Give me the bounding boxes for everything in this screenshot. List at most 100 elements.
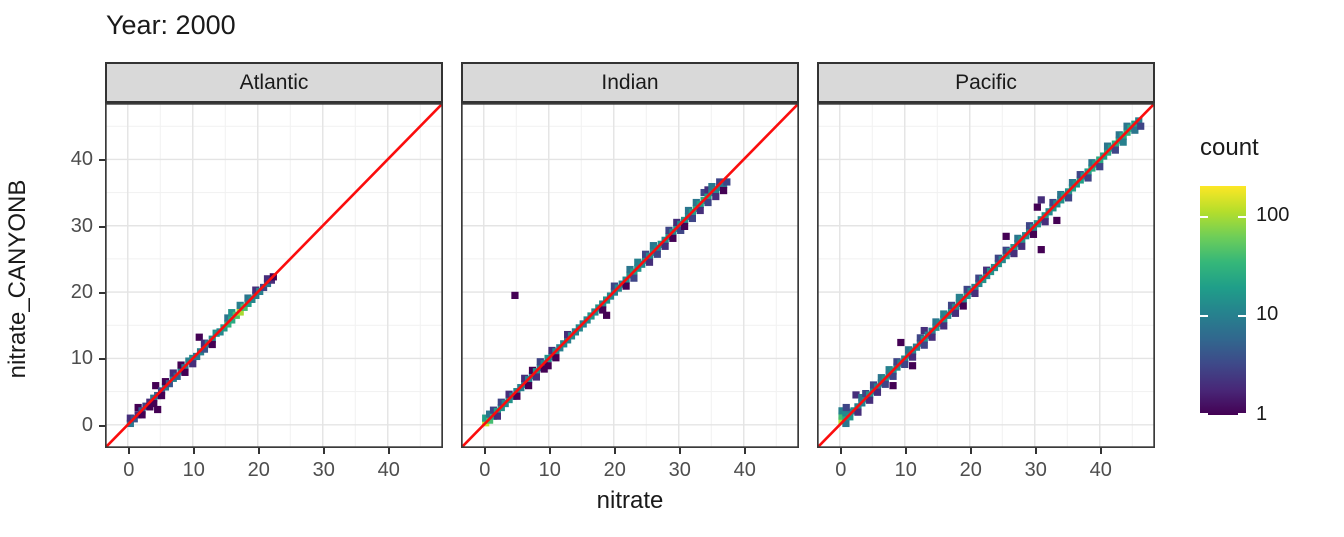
- bin: [708, 182, 716, 191]
- bin: [146, 403, 154, 411]
- x-tick-mark: [839, 448, 842, 454]
- bin: [236, 308, 244, 316]
- legend-tick-mark: [1238, 315, 1246, 318]
- bin: [846, 408, 854, 416]
- bin: [932, 318, 940, 326]
- x-tick-label: 30: [312, 459, 335, 481]
- bin: [1033, 203, 1041, 211]
- bin: [599, 306, 607, 314]
- legend-tick-label: 1: [1256, 403, 1268, 425]
- bin: [1025, 222, 1034, 230]
- bin: [486, 410, 494, 418]
- bin: [645, 258, 654, 266]
- bin: [177, 361, 185, 369]
- bin: [1137, 122, 1145, 130]
- bin: [1064, 194, 1073, 202]
- bin: [897, 338, 905, 347]
- bin: [489, 406, 498, 414]
- bin: [893, 358, 901, 366]
- bin: [684, 206, 693, 215]
- bin: [138, 411, 146, 419]
- bin: [712, 192, 720, 201]
- legend-title: count: [1200, 134, 1259, 161]
- bin: [959, 302, 967, 310]
- bin: [521, 374, 529, 382]
- bin: [677, 226, 685, 234]
- facet-strip-label: Atlantic: [239, 70, 309, 94]
- bin: [1111, 146, 1119, 154]
- bin: [696, 206, 704, 215]
- bin: [193, 352, 201, 361]
- bin: [928, 333, 936, 341]
- bin: [497, 398, 505, 406]
- legend-tick-mark: [1238, 215, 1246, 218]
- bin: [181, 368, 189, 376]
- bin: [712, 186, 720, 195]
- bin: [971, 289, 979, 298]
- facet-strip-indian: Indian: [461, 62, 799, 103]
- bin: [200, 339, 209, 347]
- panel-pacific: [817, 103, 1155, 448]
- bin: [665, 226, 673, 234]
- x-tick-label: 40: [733, 459, 756, 481]
- x-tick-mark: [483, 448, 486, 454]
- bin: [532, 373, 540, 381]
- bin: [661, 242, 669, 250]
- x-tick-mark: [678, 448, 681, 454]
- bin: [224, 314, 232, 322]
- bin: [1002, 232, 1010, 240]
- x-tick-mark: [613, 448, 616, 454]
- y-tick-mark: [99, 358, 105, 361]
- bin: [1037, 246, 1045, 254]
- bin: [173, 372, 181, 380]
- bin: [552, 354, 560, 362]
- x-tick-mark: [192, 448, 195, 454]
- panel-border: [461, 103, 799, 448]
- bin: [920, 326, 928, 335]
- bin: [1057, 190, 1065, 199]
- bin: [862, 389, 870, 398]
- bin: [622, 282, 630, 290]
- bin: [877, 374, 885, 382]
- x-tick-label: 40: [377, 459, 400, 481]
- facet-strip-label: Indian: [601, 70, 659, 94]
- x-tick-mark: [743, 448, 746, 454]
- x-tick-label: 0: [835, 459, 847, 481]
- y-tick-mark: [99, 225, 105, 228]
- bin: [1123, 122, 1131, 130]
- bin: [908, 353, 917, 361]
- bin: [842, 409, 850, 417]
- bin: [704, 186, 712, 194]
- legend-tick-mark: [1200, 215, 1208, 218]
- bin: [1115, 131, 1123, 139]
- count-legend: count 100 10 1: [1196, 130, 1344, 430]
- bin: [150, 399, 158, 408]
- bin: [126, 414, 134, 422]
- bin: [505, 390, 513, 398]
- bin: [1103, 142, 1112, 150]
- bin: [493, 412, 501, 420]
- bin: [908, 362, 917, 370]
- bin: [200, 345, 209, 353]
- bin: [716, 178, 724, 186]
- bin: [189, 360, 197, 368]
- bin: [236, 301, 244, 309]
- bin: [1018, 242, 1026, 250]
- bin: [1029, 230, 1038, 238]
- legend-tick-mark: [1200, 413, 1208, 415]
- x-tick-mark: [322, 448, 325, 454]
- bin: [1096, 163, 1104, 171]
- x-tick-label: 10: [182, 459, 205, 481]
- bin: [1041, 218, 1049, 226]
- bin: [940, 310, 948, 318]
- x-tick-label: 10: [894, 459, 917, 481]
- bin: [1119, 138, 1127, 146]
- y-tick-label: 20: [70, 281, 93, 304]
- bin: [152, 382, 160, 390]
- bin: [889, 372, 897, 380]
- bin: [866, 396, 874, 404]
- bin: [1002, 246, 1010, 254]
- bin: [1049, 198, 1057, 207]
- bin: [838, 407, 846, 415]
